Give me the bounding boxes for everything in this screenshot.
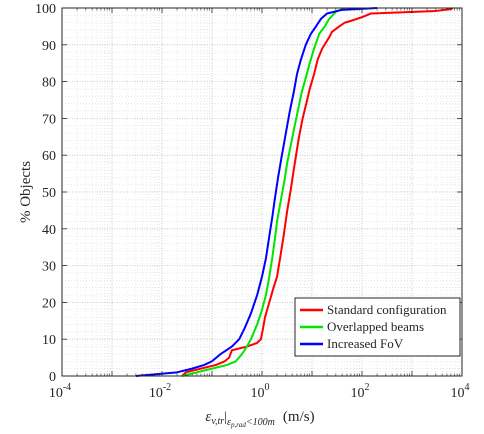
x-tick-base: 10 — [451, 386, 465, 401]
y-tick-label: 100 — [35, 2, 56, 17]
x-tick-label: 100 — [251, 382, 270, 401]
x-axis-label-subscript: v,tr — [211, 416, 224, 427]
y-tick-label: 70 — [42, 112, 56, 127]
x-tick-exponent: 2 — [365, 382, 370, 393]
y-tick-label: 40 — [42, 223, 56, 238]
tick-marks — [61, 7, 463, 377]
x-tick-base: 10 — [149, 386, 163, 401]
x-tick-labels: 10-4 10-2 100 102 104 — [49, 382, 470, 401]
series-line-3 — [135, 7, 378, 377]
y-tick-label: 0 — [49, 370, 56, 385]
x-axis-label-cond-subscript: p,rad — [230, 421, 246, 429]
x-tick-label: 10-2 — [149, 382, 171, 401]
x-axis-label: εv,tr|εp,rad<100m (m/s) — [205, 409, 314, 429]
y-tick-label: 20 — [42, 296, 56, 311]
series-line-1 — [181, 7, 454, 377]
x-tick-label: 102 — [351, 382, 370, 401]
x-tick-exponent: -4 — [63, 382, 71, 393]
x-axis-label-units: (m/s) — [283, 409, 315, 425]
series-line-2 — [181, 7, 346, 377]
y-tick-label: 10 — [42, 333, 56, 348]
legend-label-fov: Increased FoV — [327, 336, 404, 351]
y-tick-label: 60 — [42, 149, 56, 164]
legend: Standard configuration Overlapped beams … — [294, 297, 461, 357]
x-tick-label: 10-4 — [49, 382, 71, 401]
y-tick-label: 80 — [42, 76, 56, 91]
x-axis-label-cond-symbol: ε — [227, 417, 231, 428]
legend-label-standard: Standard configuration — [327, 302, 447, 317]
x-tick-base: 10 — [49, 386, 63, 401]
y-tick-labels: 0 10 20 30 40 50 60 70 80 90 100 — [35, 2, 56, 385]
y-tick-label: 50 — [42, 186, 56, 201]
x-tick-exponent: -2 — [163, 382, 171, 393]
legend-label-overlapped: Overlapped beams — [327, 319, 424, 334]
y-tick-label: 30 — [42, 260, 56, 275]
x-axis-label-symbol: ε — [205, 409, 211, 425]
y-tick-label: 90 — [42, 39, 56, 54]
x-tick-base: 10 — [351, 386, 365, 401]
x-tick-label: 104 — [451, 382, 470, 401]
y-axis-label: % Objects — [18, 161, 34, 223]
x-tick-exponent: 0 — [265, 382, 270, 393]
x-axis-label-bar: | — [224, 410, 227, 425]
x-tick-base: 10 — [251, 386, 265, 401]
x-axis-label-cond-tail: <100m — [246, 417, 275, 428]
series-layer — [135, 7, 454, 377]
x-tick-exponent: 4 — [465, 382, 470, 393]
